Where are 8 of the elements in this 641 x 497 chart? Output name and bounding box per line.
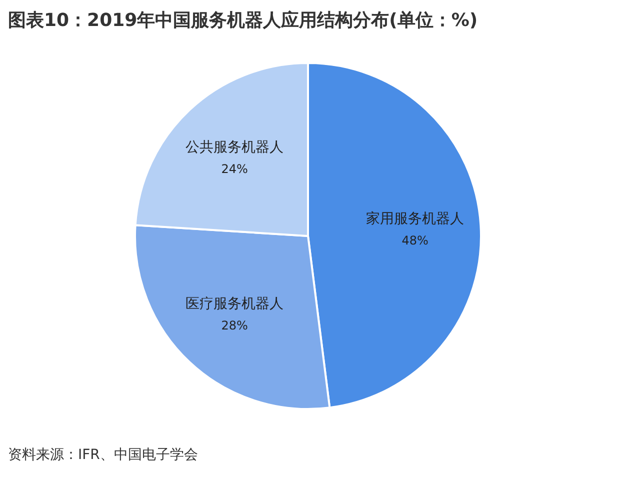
chart-title: 图表10：2019年中国服务机器人应用结构分布(单位：%)	[8, 9, 478, 32]
data-label: 28%	[221, 318, 248, 332]
data-label: 24%	[221, 162, 248, 176]
text: 资料来源：IFR、中国电子学会	[8, 446, 198, 464]
slice-label: 公共服务机器人	[186, 139, 284, 156]
slice-label: 家用服务机器人	[366, 210, 464, 227]
slice-label: 医疗服务机器人	[186, 296, 284, 312]
data-label: 48%	[402, 233, 428, 248]
